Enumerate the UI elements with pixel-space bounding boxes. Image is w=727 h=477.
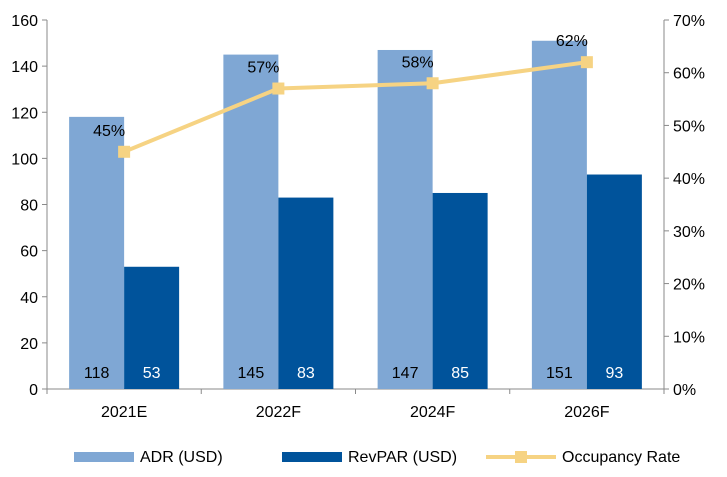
left-tick-label: 140: [11, 59, 38, 76]
x-tick-label: 2024F: [410, 404, 456, 421]
left-tick-label: 120: [11, 105, 38, 122]
bars-group: 118 53 145 83 147 85 151 93: [69, 40, 642, 390]
occupancy-marker: [272, 82, 285, 95]
left-tick-label: 60: [20, 244, 38, 261]
left-tick-label: 0: [29, 382, 38, 399]
bar-value-label: 147: [392, 365, 419, 382]
bar-revpar-usd-2026f: [586, 174, 642, 389]
right-tick-label: 50%: [673, 118, 705, 135]
right-tick-label: 30%: [673, 224, 705, 241]
bar-adr-usd-2022f: [223, 54, 279, 389]
left-tick-label: 80: [20, 198, 38, 215]
bar-revpar-usd-2024f: [432, 192, 488, 389]
legend: ADR (USD) RevPAR (USD) Occupancy Rate: [74, 449, 680, 466]
bar-value-label: 118: [84, 365, 110, 382]
legend-occupancy-marker: [515, 451, 527, 463]
right-tick-label: 10%: [673, 329, 705, 346]
legend-revpar-swatch: [282, 452, 342, 462]
occupancy-data-label: 58%: [402, 54, 434, 71]
right-tick-label: 60%: [673, 66, 705, 83]
occupancy-line: [123, 60, 588, 154]
occupancy-marker: [426, 77, 439, 90]
right-tick-label: 0%: [673, 382, 696, 399]
legend-revpar-label: RevPAR (USD): [348, 449, 457, 466]
right-tick-label: 70%: [673, 13, 705, 30]
legend-occupancy-label: Occupancy Rate: [562, 449, 680, 466]
left-tick-label: 100: [11, 151, 38, 168]
right-tick-label: 40%: [673, 171, 705, 188]
left-tick-label: 40: [20, 290, 38, 307]
bar-revpar-usd-2022f: [278, 197, 334, 389]
bar-value-label: 145: [238, 365, 265, 382]
bar-value-label: 85: [451, 365, 469, 382]
bar-adr-usd-2024f: [377, 49, 433, 389]
bar-value-label: 151: [546, 365, 573, 382]
bar-adr-usd-2026f: [531, 40, 587, 389]
x-tick-label: 2026F: [564, 404, 610, 421]
x-tick-label: 2022F: [256, 404, 302, 421]
occupancy-data-label: 57%: [247, 60, 279, 77]
occupancy-marker: [118, 145, 131, 158]
bar-adr-usd-2021e: [69, 116, 125, 390]
occupancy-line-group: 45% 57% 58% 62%: [93, 33, 593, 158]
left-tick-label: 20: [20, 336, 38, 353]
bar-revpar-usd-2021e: [124, 266, 180, 389]
occupancy-marker: [580, 56, 593, 69]
left-tick-label: 160: [11, 13, 38, 30]
occupancy-data-label: 45%: [93, 123, 125, 140]
legend-adr-label: ADR (USD): [140, 449, 223, 466]
bar-value-label: 53: [143, 365, 161, 382]
x-tick-label: 2021E: [101, 404, 147, 421]
bar-value-label: 93: [605, 365, 623, 382]
right-tick-label: 20%: [673, 277, 705, 294]
legend-adr-swatch: [74, 452, 134, 462]
occupancy-data-label: 62%: [556, 33, 588, 50]
bar-value-label: 83: [297, 365, 315, 382]
